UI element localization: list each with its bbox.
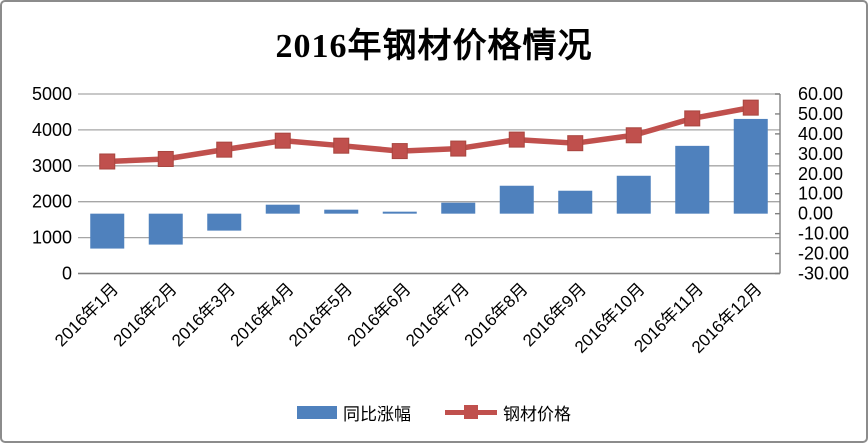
right-axis-tick-label: -10.00 <box>798 224 849 244</box>
bar <box>558 190 593 214</box>
bar-series-label: 同比涨幅 <box>343 405 411 424</box>
right-axis-tick-label: 60.00 <box>798 84 843 104</box>
line-series-label: 钢材价格 <box>503 405 571 424</box>
bar <box>616 175 651 214</box>
bar <box>382 211 417 214</box>
price-marker <box>450 140 467 157</box>
right-axis-tick-label: 50.00 <box>798 104 843 124</box>
right-axis-tick-label: 10.00 <box>798 184 843 204</box>
left-axis-tick-label: 1000 <box>32 228 72 248</box>
bar <box>733 118 768 214</box>
right-axis-tick-label: 30.00 <box>798 144 843 164</box>
price-marker <box>274 132 291 149</box>
price-marker <box>567 135 584 152</box>
legend-entry-line-series: 钢材价格 <box>445 400 571 425</box>
bar <box>265 204 300 214</box>
right-axis-tick-label: 40.00 <box>798 124 843 144</box>
bar <box>324 209 359 214</box>
right-axis-tick-label: 20.00 <box>798 164 843 184</box>
right-axis-tick-label: -30.00 <box>798 264 849 284</box>
price-marker <box>508 131 525 148</box>
price-line <box>104 104 754 165</box>
bar <box>207 213 242 231</box>
price-marker <box>333 137 350 154</box>
left-axis-tick-label: 2000 <box>32 192 72 212</box>
price-marker <box>157 150 174 167</box>
price-marker <box>391 143 408 160</box>
right-axis-tick-label: -20.00 <box>798 244 849 264</box>
left-axis-tick-label: 4000 <box>32 120 72 140</box>
price-marker <box>742 99 759 116</box>
line-series-swatch-icon <box>445 405 497 420</box>
bar <box>90 213 125 249</box>
price-marker <box>216 141 233 158</box>
bar <box>148 213 183 245</box>
bar <box>441 202 476 214</box>
price-marker <box>625 127 642 144</box>
right-axis-tick-label: 0.00 <box>798 204 833 224</box>
chart-title: 2016年钢材价格情况 <box>275 28 593 65</box>
price-marker <box>684 110 701 127</box>
legend-entry-bar-series: 同比涨幅 <box>297 400 411 425</box>
left-axis-tick-label: 3000 <box>32 156 72 176</box>
legend: 同比涨幅 钢材价格 <box>2 400 866 425</box>
bar <box>675 145 710 214</box>
bar-series-swatch-icon <box>297 406 337 419</box>
bar <box>499 185 534 214</box>
line-swatch-marker <box>464 405 478 419</box>
price-marker <box>99 153 116 170</box>
left-axis-tick-label: 5000 <box>32 84 72 104</box>
left-axis-tick-label: 0 <box>62 264 72 284</box>
